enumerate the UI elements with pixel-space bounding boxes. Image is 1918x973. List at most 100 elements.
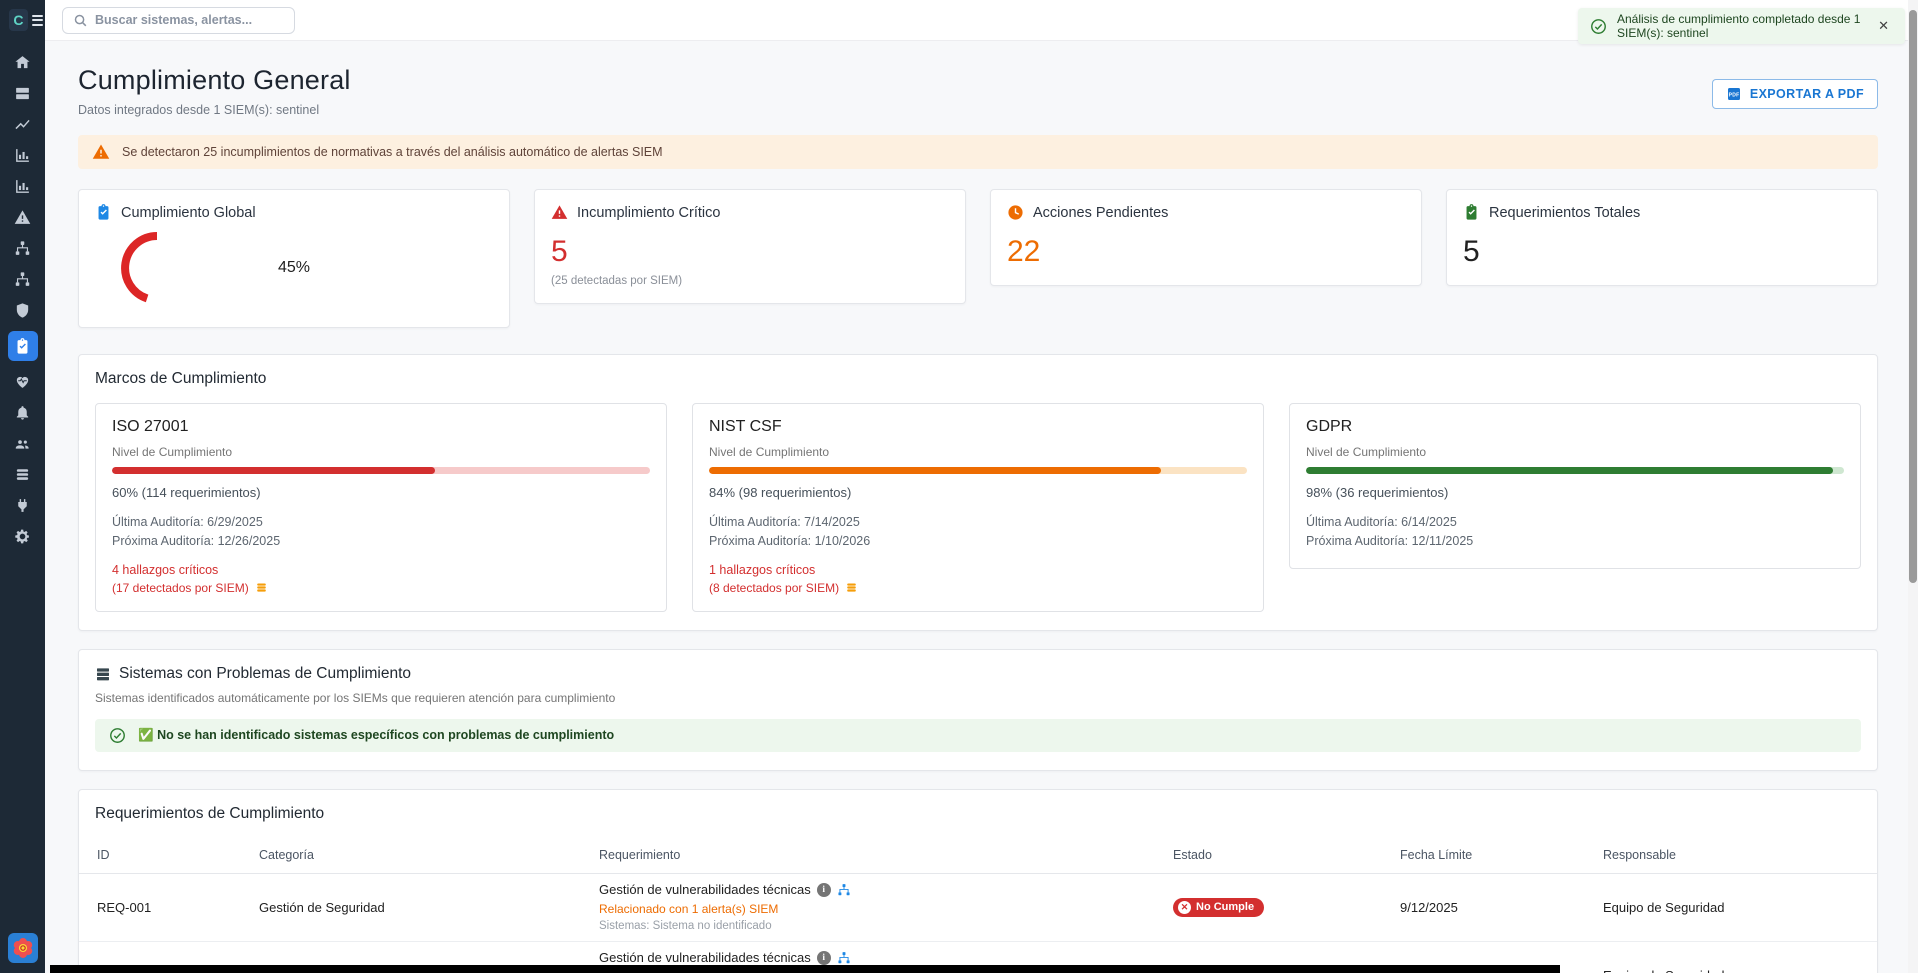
warning-text: Se detectaron 25 incumplimientos de norm… <box>122 145 663 159</box>
framework-siem-note: (8 detectados por SIEM) <box>709 581 1247 595</box>
sidebar-item-settings[interactable] <box>8 526 38 547</box>
sidebar-item-systems[interactable] <box>8 83 38 104</box>
next-audit: Próxima Auditoría: 12/11/2025 <box>1306 532 1844 551</box>
search-box[interactable] <box>62 7 295 34</box>
progress-bar <box>112 467 650 474</box>
menu-icon[interactable] <box>32 15 43 26</box>
column-header-requirement: Requerimiento <box>599 848 1173 862</box>
siem-warning-banner: Se detectaron 25 incumplimientos de norm… <box>78 135 1878 169</box>
status-badge: ✕No Cumple <box>1173 898 1264 917</box>
sidebar-item-topology-2[interactable] <box>8 269 38 290</box>
stat-value: 5 <box>1463 235 1861 269</box>
req-category: Gestión de Seguridad <box>259 900 599 915</box>
framework-siem-note: (17 detectados por SIEM) <box>112 581 650 595</box>
alert-triangle-icon <box>551 204 568 221</box>
app-logo[interactable]: C <box>9 9 28 31</box>
bottom-strip <box>50 965 1560 973</box>
pdf-icon: PDF <box>1726 86 1742 102</box>
progress-bar <box>1306 467 1844 474</box>
req-text: Gestión de vulnerabilidades técnicas <box>599 882 811 897</box>
systems-title: Sistemas con Problemas de Cumplimiento <box>119 665 411 683</box>
devtools-button[interactable] <box>8 933 38 963</box>
sidebar-item-users[interactable] <box>8 433 38 454</box>
search-icon <box>73 13 88 28</box>
framework-audits: Última Auditoría: 6/29/2025 Próxima Audi… <box>112 513 650 552</box>
success-toast: Análisis de cumplimiento completado desd… <box>1578 8 1905 44</box>
alert-triangle-icon <box>14 209 31 226</box>
framework-progress-label: Nivel de Cumplimiento <box>709 445 1247 459</box>
next-audit: Próxima Auditoría: 12/26/2025 <box>112 532 650 551</box>
column-header-id: ID <box>97 848 259 862</box>
close-icon[interactable]: ✕ <box>1874 16 1893 36</box>
requirements-title: Requerimientos de Cumplimiento <box>79 805 1877 823</box>
plug-icon <box>14 497 31 514</box>
sidebar-item-reports[interactable] <box>8 176 38 197</box>
framework-detail: 98% (36 requerimientos) <box>1306 485 1844 500</box>
sidebar-item-compliance[interactable] <box>8 331 38 361</box>
systems-subtitle: Sistemas identificados automáticamente p… <box>95 691 1861 705</box>
scrollbar-thumb[interactable] <box>1909 10 1917 583</box>
warning-icon <box>92 143 110 161</box>
clock-icon <box>1007 204 1024 221</box>
export-pdf-button[interactable]: PDF EXPORTAR A PDF <box>1712 79 1878 109</box>
bar-chart-icon <box>14 147 31 164</box>
sidebar-item-alerts[interactable] <box>8 207 38 228</box>
line-chart-icon <box>14 116 31 133</box>
table-row[interactable]: REQ-001 Gestión de Seguridad Gestión de … <box>79 874 1877 942</box>
last-audit: Última Auditoría: 6/14/2025 <box>1306 513 1844 532</box>
sidebar-item-metrics[interactable] <box>8 145 38 166</box>
info-icon[interactable]: i <box>817 883 831 897</box>
info-icon[interactable]: i <box>817 951 831 965</box>
export-pdf-label: EXPORTAR A PDF <box>1750 87 1864 101</box>
frameworks-section: Marcos de Cumplimiento ISO 27001 Nivel d… <box>78 354 1878 631</box>
check-circle-icon <box>109 727 126 744</box>
main-content: Cumplimiento General Datos integrados de… <box>45 41 1908 973</box>
home-icon <box>14 54 31 71</box>
bar-chart-icon <box>14 178 31 195</box>
database-icon <box>845 581 858 594</box>
framework-findings: 4 hallazgos críticos <box>112 563 650 577</box>
heart-pulse-icon <box>14 373 31 390</box>
framework-progress-label: Nivel de Cumplimiento <box>1306 445 1844 459</box>
framework-name: GDPR <box>1306 418 1844 436</box>
search-input[interactable] <box>95 13 284 27</box>
stat-value: 22 <box>1007 235 1405 269</box>
systems-empty-message: No se han identificado sistemas específi… <box>157 728 614 742</box>
sidebar-item-notifications[interactable] <box>8 402 38 423</box>
sidebar-item-health[interactable] <box>8 371 38 392</box>
sidebar-item-security[interactable] <box>8 300 38 321</box>
systems-section: Sistemas con Problemas de Cumplimiento S… <box>78 649 1878 771</box>
framework-audits: Última Auditoría: 7/14/2025 Próxima Audi… <box>709 513 1247 552</box>
last-audit: Última Auditoría: 6/29/2025 <box>112 513 650 532</box>
sidebar-item-home[interactable] <box>8 52 38 73</box>
framework-card-gdpr: GDPR Nivel de Cumplimiento 98% (36 reque… <box>1289 403 1861 569</box>
sidebar-item-trends[interactable] <box>8 114 38 135</box>
req-owner: Equipo de Seguridad <box>1603 900 1877 915</box>
page-scrollbar[interactable] <box>1908 0 1918 973</box>
framework-card-nist-csf: NIST CSF Nivel de Cumplimiento 84% (98 r… <box>692 403 1264 612</box>
requirements-table: ID Categoría Requerimiento Estado Fecha … <box>79 837 1877 973</box>
sitemap-icon[interactable] <box>837 951 851 965</box>
column-header-status: Estado <box>1173 848 1400 862</box>
sidebar-item-integrations[interactable] <box>8 495 38 516</box>
sidebar-item-topology[interactable] <box>8 238 38 259</box>
stat-label: Requerimientos Totales <box>1489 205 1640 221</box>
sidebar-item-data-sources[interactable] <box>8 464 38 485</box>
stat-card-pending: Acciones Pendientes 22 <box>990 189 1422 286</box>
requirements-section: Requerimientos de Cumplimiento ID Catego… <box>78 789 1878 973</box>
stat-label: Incumplimiento Crítico <box>577 205 720 221</box>
stat-label: Cumplimiento Global <box>121 205 256 221</box>
database-icon <box>14 466 31 483</box>
framework-card-iso27001: ISO 27001 Nivel de Cumplimiento 60% (114… <box>95 403 667 612</box>
gear-icon <box>14 528 31 545</box>
network-icon <box>14 271 31 288</box>
table-header-row: ID Categoría Requerimiento Estado Fecha … <box>79 837 1877 874</box>
req-text: Gestión de vulnerabilidades técnicas <box>599 950 811 965</box>
sitemap-icon[interactable] <box>837 883 851 897</box>
network-icon <box>14 240 31 257</box>
stat-card-global-compliance: Cumplimiento Global 45% <box>78 189 510 328</box>
clipboard-check-icon <box>14 338 31 355</box>
framework-name: NIST CSF <box>709 418 1247 436</box>
servers-icon <box>14 85 31 102</box>
next-audit: Próxima Auditoría: 1/10/2026 <box>709 532 1247 551</box>
